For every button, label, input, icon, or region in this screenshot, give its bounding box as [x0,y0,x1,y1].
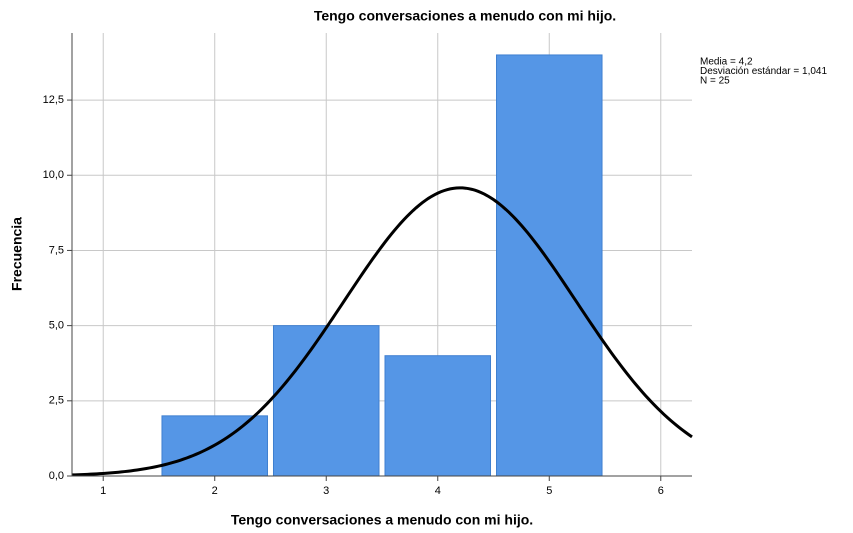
bar [384,355,492,477]
x-tick-label: 4 [435,485,441,497]
x-tick-label: 1 [100,485,106,497]
stats-label: Desviación estándar = 1,041 [700,66,827,77]
y-tick-label: 7,5 [49,244,64,256]
x-tick-label: 3 [323,485,329,497]
y-tick-label: 2,5 [49,395,64,407]
x-tick-label: 6 [658,485,664,497]
x-axis-label: Tengo conversaciones a menudo con mi hij… [231,512,533,528]
y-tick-label: 5,0 [49,320,64,332]
y-tick-label: 10,0 [43,169,64,181]
y-tick-label: 12,5 [43,94,64,106]
x-tick-label: 5 [546,485,552,497]
normal-curve [71,186,693,477]
bar [496,54,603,477]
stats-label: Media = 4,2 [700,57,753,68]
x-tick-label: 2 [212,485,218,497]
y-tick-label: 0,0 [49,470,64,482]
stats-label: N = 25 [700,76,730,87]
y-axis-label: Frecuencia [9,217,25,291]
chart-title: Tengo conversaciones a menudo con mi hij… [314,8,616,24]
bar [272,325,380,477]
